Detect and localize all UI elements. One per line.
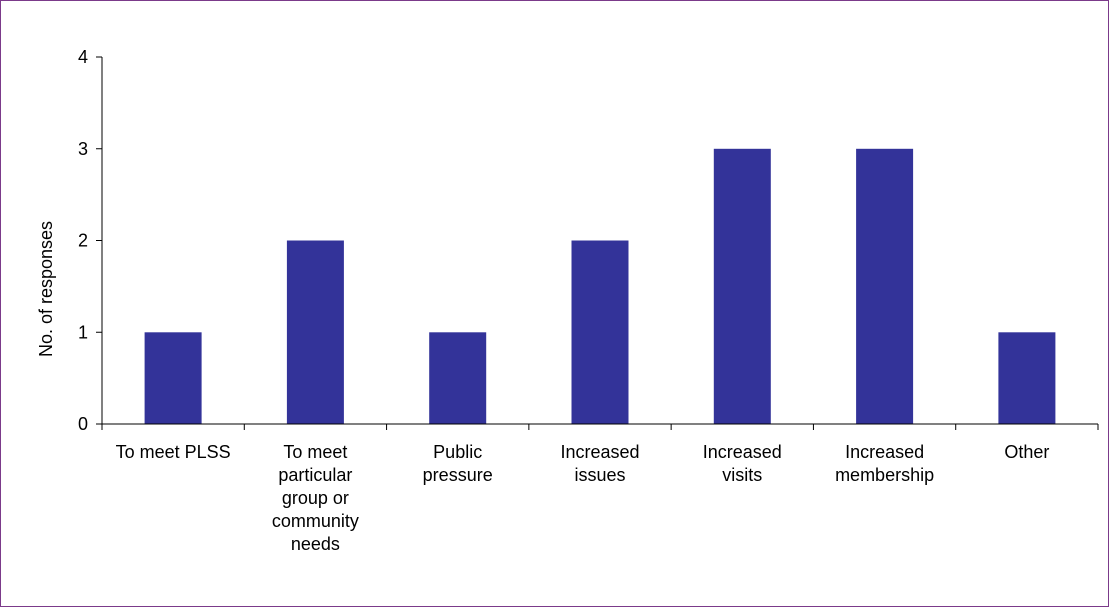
bar-7 (998, 332, 1056, 425)
x-category-label: Public pressure (423, 442, 493, 485)
x-category-label: Increased visits (703, 442, 782, 485)
y-tick-label: 0 (78, 414, 88, 434)
bar-4 (571, 240, 629, 424)
bar-5 (713, 148, 771, 425)
bar-6 (856, 148, 914, 425)
x-category-label: Increased issues (560, 442, 639, 485)
y-axis-title: No. of responses (36, 221, 56, 357)
y-tick-label: 1 (78, 322, 88, 342)
x-category-label: To meet PLSS (116, 442, 231, 462)
x-category-label: To meet particular group or community needs (272, 442, 359, 554)
y-tick-label: 4 (78, 47, 88, 67)
x-category-label: Other (1004, 442, 1049, 462)
bar-3 (429, 332, 487, 425)
x-labels-group: To meet PLSS To meet particular group or com… (116, 442, 1050, 554)
bar-2 (286, 240, 344, 424)
y-tick-label: 3 (78, 139, 88, 159)
x-category-label: Increased membership (835, 442, 934, 485)
y-ticks-group: 0 1 2 3 4 (78, 47, 102, 434)
bars-group (144, 148, 1056, 425)
y-tick-label: 2 (78, 231, 88, 251)
bar-1 (144, 332, 202, 425)
